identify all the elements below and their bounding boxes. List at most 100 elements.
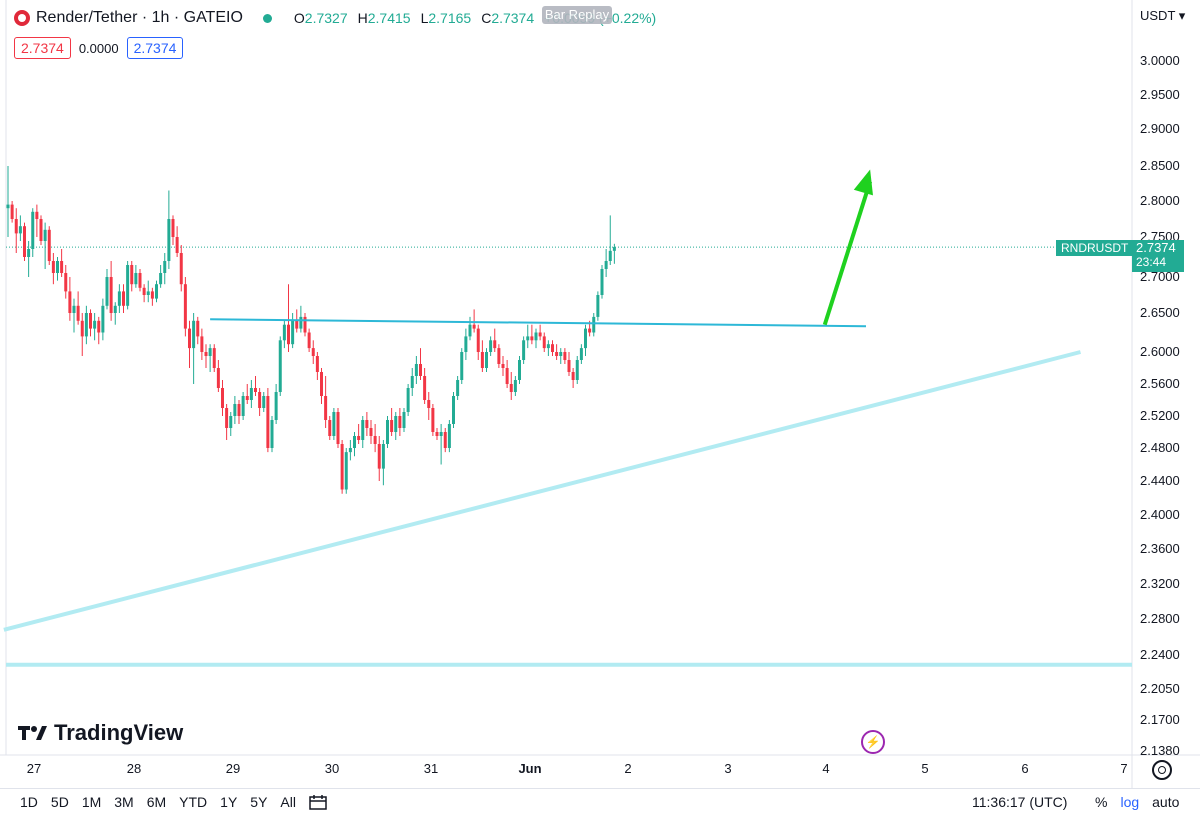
- sell-price-box[interactable]: 2.7374: [14, 37, 71, 59]
- ohlc-open: O2.7327: [293, 10, 348, 26]
- candle-body: [262, 396, 266, 408]
- y-tick-label: 2.8500: [1140, 158, 1180, 173]
- range-1y[interactable]: 1Y: [220, 794, 238, 810]
- candle-body: [35, 211, 39, 219]
- range-1m[interactable]: 1M: [81, 794, 102, 810]
- candle-body: [291, 320, 295, 345]
- symbol-title[interactable]: Render/Tether · 1h · GATEIO: [36, 9, 243, 26]
- candle-body: [105, 277, 109, 306]
- buy-price-box[interactable]: 2.7374: [126, 37, 184, 59]
- y-tick-label: 2.4800: [1140, 440, 1180, 455]
- candle-body: [270, 420, 274, 448]
- candle-body: [311, 348, 315, 356]
- candle-body: [109, 277, 113, 313]
- candle-body: [142, 287, 146, 295]
- candle-body: [612, 247, 616, 251]
- candle-body: [72, 305, 76, 313]
- lightning-icon[interactable]: ⚡: [861, 730, 885, 754]
- breakout-arrow[interactable]: [822, 180, 873, 326]
- y-tick-label: 2.8000: [1140, 193, 1180, 208]
- render-logo-icon: [14, 10, 30, 26]
- range-1d[interactable]: 1D: [20, 794, 38, 810]
- candle-body: [402, 412, 406, 428]
- candle-body: [398, 416, 402, 428]
- candle-body: [348, 448, 352, 453]
- candle-body: [27, 249, 31, 257]
- x-tick-label: 5: [921, 761, 928, 776]
- y-tick-label: 2.2400: [1140, 647, 1180, 662]
- gear-icon[interactable]: [1152, 760, 1172, 780]
- candle-body: [476, 328, 480, 352]
- candle-body: [555, 352, 559, 356]
- calendar-icon[interactable]: [309, 794, 327, 810]
- scale-options: % log auto: [1095, 794, 1179, 810]
- candle-body: [221, 388, 224, 408]
- candle-body: [266, 396, 270, 448]
- candle-body: [501, 364, 505, 368]
- candle-body: [241, 396, 245, 416]
- currency-label: USDT: [1140, 8, 1176, 23]
- bar-replay-badge[interactable]: Bar Replay: [542, 6, 612, 24]
- candle-body: [6, 204, 10, 209]
- x-tick-label: 3: [724, 761, 731, 776]
- candle-body: [233, 404, 237, 416]
- range-3m[interactable]: 3M: [114, 794, 134, 810]
- candle-body: [113, 305, 117, 313]
- candle-body: [559, 352, 563, 356]
- range-6m[interactable]: 6M: [146, 794, 167, 810]
- ohlc-low: L2.7165: [420, 10, 472, 26]
- percent-toggle[interactable]: %: [1095, 794, 1108, 810]
- candle-body: [216, 368, 220, 388]
- candle-body: [320, 372, 323, 396]
- candle-body: [373, 436, 377, 444]
- candle-body: [336, 412, 340, 444]
- x-tick-label: 31: [424, 761, 438, 776]
- range-5y[interactable]: 5Y: [250, 794, 268, 810]
- y-tick-label: 2.4000: [1140, 507, 1180, 522]
- candle-body: [485, 352, 488, 368]
- market-status-icon: [262, 13, 272, 23]
- log-toggle[interactable]: log: [1120, 794, 1140, 810]
- x-tick-label: Jun: [518, 761, 541, 776]
- y-tick-label: 2.2800: [1140, 611, 1180, 626]
- currency-selector[interactable]: USDT ▾: [1140, 8, 1185, 24]
- candle-body: [377, 444, 381, 469]
- resistance-line[interactable]: [210, 318, 867, 328]
- candle-body: [159, 273, 163, 285]
- x-tick-label: 28: [127, 761, 141, 776]
- candle-body: [303, 316, 307, 333]
- y-tick-label: 2.9500: [1140, 87, 1180, 102]
- range-all[interactable]: All: [280, 794, 296, 810]
- candle-body: [414, 364, 418, 376]
- candle-body: [571, 372, 575, 380]
- candle-body: [600, 269, 604, 295]
- candle-body: [452, 396, 455, 424]
- candle-body: [155, 284, 158, 299]
- candle-body: [192, 320, 196, 349]
- candle-body: [328, 420, 332, 436]
- x-tick-label: 27: [27, 761, 41, 776]
- price-boxes: 2.7374 0.0000 2.7374: [14, 37, 184, 59]
- ascending-trendline[interactable]: [3, 350, 1081, 632]
- y-tick-label: 2.3600: [1140, 541, 1180, 556]
- candle-body: [134, 273, 138, 285]
- utc-clock[interactable]: 11:36:17 (UTC): [972, 794, 1068, 810]
- candle-body: [588, 328, 592, 333]
- candle-body: [315, 356, 319, 372]
- candle-body: [183, 284, 187, 329]
- ticker-price-tag: RNDRUSDT: [1056, 240, 1134, 256]
- tradingview-logo[interactable]: TradingView: [18, 720, 183, 746]
- auto-toggle[interactable]: auto: [1152, 794, 1180, 810]
- candle-body: [43, 229, 47, 241]
- candle-body: [229, 416, 233, 428]
- range-ytd[interactable]: YTD: [179, 794, 208, 810]
- candle-body: [163, 261, 167, 273]
- range-5d[interactable]: 5D: [50, 794, 69, 810]
- candle-body: [522, 340, 526, 360]
- candle-body: [200, 336, 204, 352]
- candle-body: [353, 436, 356, 448]
- candle-body: [225, 408, 229, 428]
- candle-body: [563, 352, 567, 360]
